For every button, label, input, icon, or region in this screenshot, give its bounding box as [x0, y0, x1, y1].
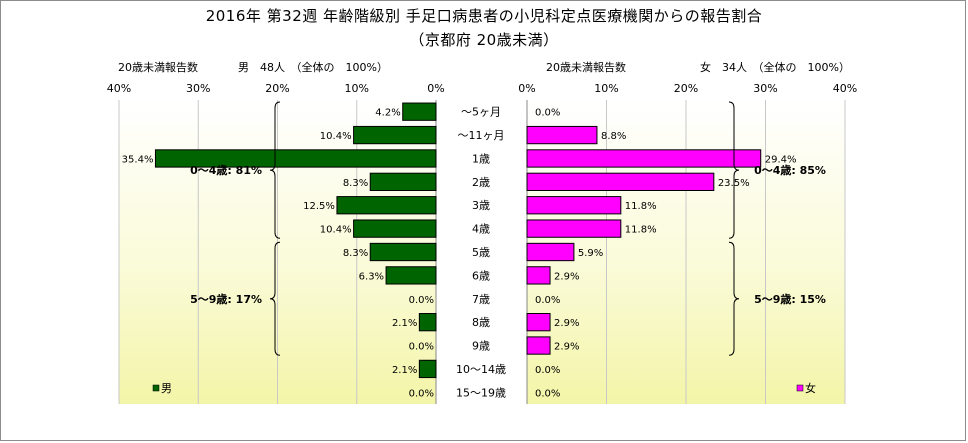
category-label: 3歳: [472, 199, 490, 212]
group-label-male: 5～9歳: 17%: [190, 292, 262, 306]
data-label-male: 0.0%: [409, 388, 434, 399]
legend-label-male: 男: [161, 382, 172, 395]
bar-male: [353, 125, 437, 145]
data-label-female: 11.8%: [625, 225, 657, 236]
bar-male: [418, 313, 437, 332]
data-label-female: 0.0%: [535, 108, 560, 119]
bar-female: [526, 242, 575, 262]
group-brace-male: [269, 241, 281, 356]
tick-label-right: 10%: [594, 82, 618, 95]
tick-label-left: 0%: [427, 82, 444, 95]
data-label-male: 8.3%: [343, 248, 368, 259]
chart-subtitle: （京都府 20歳未満）: [409, 31, 559, 49]
bar-male: [154, 149, 437, 168]
tick-label-left: 10%: [345, 82, 369, 95]
bar-male: [418, 359, 437, 379]
tick-label-left: 20%: [265, 82, 289, 95]
group-label-female: 0～4歳: 85%: [754, 163, 826, 177]
bar-male: [369, 242, 437, 262]
data-label-female: 2.9%: [554, 271, 579, 282]
chart-title: 2016年 第32週 年齢階級別 手足口病患者の小児科定点医療機関からの報告割合: [205, 7, 763, 25]
category-label: ～5ヶ月: [461, 106, 501, 119]
data-label-male: 35.4%: [122, 154, 154, 165]
header-total-left: 男 48人 （全体の 100%）: [238, 60, 388, 74]
category-label: 4歳: [472, 223, 490, 236]
category-label: 7歳: [472, 293, 490, 306]
category-label: 2歳: [472, 176, 490, 189]
bar-female: [526, 149, 762, 168]
data-label-female: 0.0%: [535, 388, 560, 399]
category-label: 9歳: [472, 340, 490, 353]
data-label-male: 12.5%: [303, 201, 335, 212]
legend-swatch-male: [152, 384, 160, 392]
bar-female: [526, 219, 622, 238]
bar-female: [526, 266, 551, 285]
data-label-male: 8.3%: [343, 178, 368, 189]
data-label-male: 10.4%: [320, 131, 352, 142]
category-label: 6歳: [472, 269, 490, 282]
bar-female: [526, 125, 598, 145]
tick-label-right: 20%: [674, 82, 698, 95]
bar-male: [336, 196, 437, 215]
category-label: 15～19歳: [456, 386, 506, 399]
tick-label-right: 30%: [753, 82, 777, 95]
header-label-left: 20歳未満報告数: [118, 61, 198, 74]
data-label-male: 6.3%: [359, 271, 384, 282]
data-label-male: 0.0%: [409, 342, 434, 353]
legend-swatch-female: [796, 384, 804, 392]
tick-label-right: 0%: [518, 82, 535, 95]
data-label-female: 29.4%: [765, 154, 797, 165]
tick-label-right: 40%: [833, 82, 857, 95]
category-label: 5歳: [472, 246, 490, 259]
bar-male: [369, 172, 437, 191]
header-total-right: 女 34人 （全体の 100%）: [700, 60, 850, 74]
bar-female: [526, 172, 715, 191]
data-label-male: 4.2%: [375, 108, 400, 119]
data-label-female: 0.0%: [535, 295, 560, 306]
group-brace-female: [728, 101, 740, 239]
data-label-female: 11.8%: [625, 201, 657, 212]
header-label-right: 20歳未満報告数: [546, 61, 626, 74]
category-label: 1歳: [472, 152, 490, 165]
bar-female: [526, 313, 551, 332]
category-label: ～11ヶ月: [458, 129, 505, 142]
group-label-female: 5～9歳: 15%: [754, 292, 826, 306]
group-brace-female: [728, 241, 740, 356]
bar-male: [385, 266, 437, 285]
data-label-female: 8.8%: [601, 131, 626, 142]
group-brace-male: [269, 101, 281, 239]
data-label-female: 2.9%: [554, 318, 579, 329]
data-label-female: 2.9%: [554, 342, 579, 353]
data-label-male: 0.0%: [409, 295, 434, 306]
legend-label-female: 女: [805, 381, 816, 395]
tick-label-left: 40%: [107, 82, 131, 95]
category-label: 10～14歳: [456, 363, 506, 376]
data-label-male: 2.1%: [392, 318, 417, 329]
tick-label-left: 30%: [186, 82, 210, 95]
data-label-female: 5.9%: [578, 248, 603, 259]
bar-male: [353, 219, 437, 238]
data-label-male: 10.4%: [320, 225, 352, 236]
category-label: 8歳: [472, 316, 490, 329]
bar-female: [526, 196, 622, 215]
bar-male: [402, 102, 437, 121]
bar-female: [526, 336, 551, 355]
group-label-male: 0～4歳: 81%: [190, 163, 262, 177]
data-label-male: 2.1%: [392, 365, 417, 376]
data-label-female: 0.0%: [535, 365, 560, 376]
